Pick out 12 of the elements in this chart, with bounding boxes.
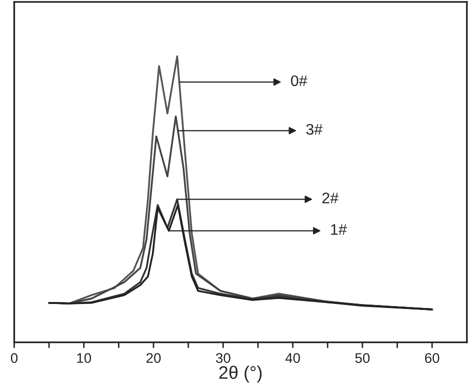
annotation: 2# xyxy=(322,192,339,204)
x-tick-label: 0 xyxy=(10,353,18,363)
annotation: 3# xyxy=(306,124,323,135)
x-tick-label: 50 xyxy=(355,353,370,363)
x-tick-label: 60 xyxy=(425,353,440,363)
x-tick-label: 40 xyxy=(285,353,300,363)
x-axis-title: 2θ (°) xyxy=(219,366,262,383)
x-tick-label: 30 xyxy=(216,353,230,363)
x-tick-label: 20 xyxy=(146,353,161,363)
annotation: 0# xyxy=(290,75,308,86)
annotation: 1# xyxy=(331,224,347,235)
x-tick-label: 10 xyxy=(77,353,92,363)
